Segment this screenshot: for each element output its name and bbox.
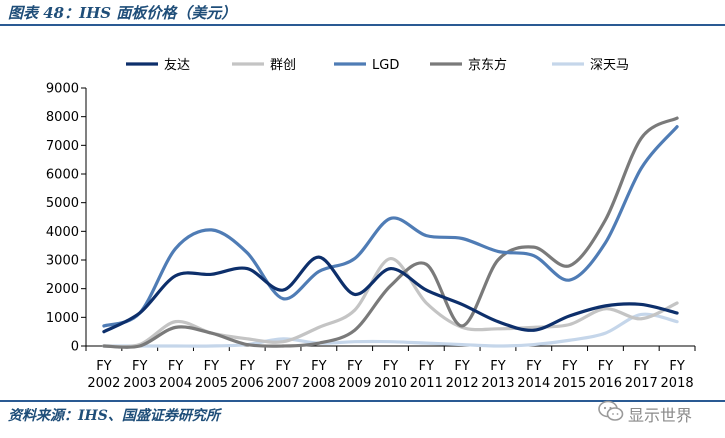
x-tick-label: FY — [168, 359, 183, 374]
series-line-3 — [102, 125, 679, 328]
x-tick-label: FY — [419, 359, 434, 374]
watermark: 显示世界 — [598, 399, 720, 425]
y-tick-label: 8000 — [46, 110, 79, 125]
legend-label: 京东方 — [468, 57, 507, 73]
y-tick-label: 4000 — [46, 225, 79, 240]
x-tick-label: FY — [96, 359, 111, 374]
x-axis: FY 2002 FY 2003 FY 2004 FY 2005 FY 2006 FY 2007 FY 20… — [85, 345, 696, 391]
x-tick-label: FY — [275, 359, 290, 374]
y-axis: 0 1000 2000 3000 4000 5000 6000 7000 8000 9000 — [46, 82, 87, 355]
y-tick-label: 7000 — [46, 139, 79, 154]
legend-label: 深天马 — [590, 58, 629, 73]
legend-label: 群创 — [270, 58, 296, 73]
figure-title: 图表 48：IHS 面板价格（美元） — [8, 4, 237, 22]
x-tick-label: FY — [132, 359, 147, 374]
x-tick-label-year: 2006 — [231, 376, 264, 391]
x-tick-label-year: 2014 — [517, 376, 550, 391]
watermark-text: 显示世界 — [628, 406, 693, 425]
x-tick-label-year: 2003 — [123, 376, 156, 391]
x-tick-label: FY — [347, 359, 362, 374]
figure-source: 资料来源：IHS、国盛证券研究所 — [8, 408, 220, 424]
x-tick-label: FY — [562, 359, 577, 374]
x-tick-label-year: 2008 — [302, 376, 335, 391]
y-tick-label: 5000 — [46, 196, 79, 211]
x-tick-label: FY — [454, 359, 469, 374]
series-line-1 — [102, 255, 679, 334]
x-tick-label-year: 2010 — [374, 376, 407, 391]
x-tick-label-year: 2018 — [661, 376, 694, 391]
x-tick-label: FY — [239, 359, 254, 374]
wechat-icon — [598, 400, 624, 421]
x-tick-label: FY — [311, 359, 326, 374]
y-tick-label: 2000 — [46, 282, 79, 297]
x-tick-label: FY — [526, 359, 541, 374]
legend-label: LGD — [372, 58, 399, 73]
plot-area — [102, 116, 679, 349]
x-tick-label: FY — [669, 359, 684, 374]
y-tick-label: 1000 — [46, 311, 79, 326]
x-tick-label: FY — [490, 359, 505, 374]
x-tick-label-year: 2007 — [266, 376, 299, 391]
legend-label: 友达 — [164, 57, 190, 73]
x-tick-label-year: 2012 — [446, 376, 479, 391]
legend: 友达 群创 LGD 京东方 深天马 — [126, 57, 629, 73]
y-tick-label: 6000 — [46, 168, 79, 183]
y-tick-label: 3000 — [46, 254, 79, 269]
x-tick-label: FY — [598, 359, 613, 374]
x-tick-label-year: 2002 — [87, 376, 120, 391]
x-tick-label: FY — [204, 359, 219, 374]
x-tick-label-year: 2004 — [159, 376, 192, 391]
y-tick-label: 9000 — [46, 82, 79, 97]
x-tick-label-year: 2015 — [553, 376, 586, 391]
x-tick-label-year: 2013 — [481, 376, 514, 391]
x-tick-label-year: 2017 — [625, 376, 658, 391]
x-tick-label: FY — [634, 359, 649, 374]
bottom-rule — [0, 400, 725, 402]
y-tick-label: 0 — [71, 340, 79, 355]
series-line-5 — [102, 312, 679, 348]
x-tick-label-year: 2011 — [410, 376, 443, 391]
x-tick-label-year: 2009 — [338, 376, 371, 391]
x-tick-label-year: 2005 — [195, 376, 228, 391]
x-tick-label: FY — [383, 359, 398, 374]
top-rule — [0, 24, 725, 26]
series-line-4 — [102, 116, 679, 349]
x-tick-label-year: 2016 — [589, 376, 622, 391]
